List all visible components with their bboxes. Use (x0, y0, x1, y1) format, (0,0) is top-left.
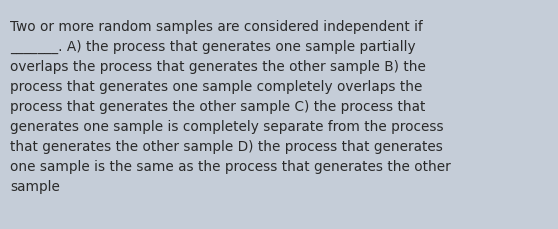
Text: Two or more random samples are considered independent if
_______. A) the process: Two or more random samples are considere… (10, 19, 451, 193)
